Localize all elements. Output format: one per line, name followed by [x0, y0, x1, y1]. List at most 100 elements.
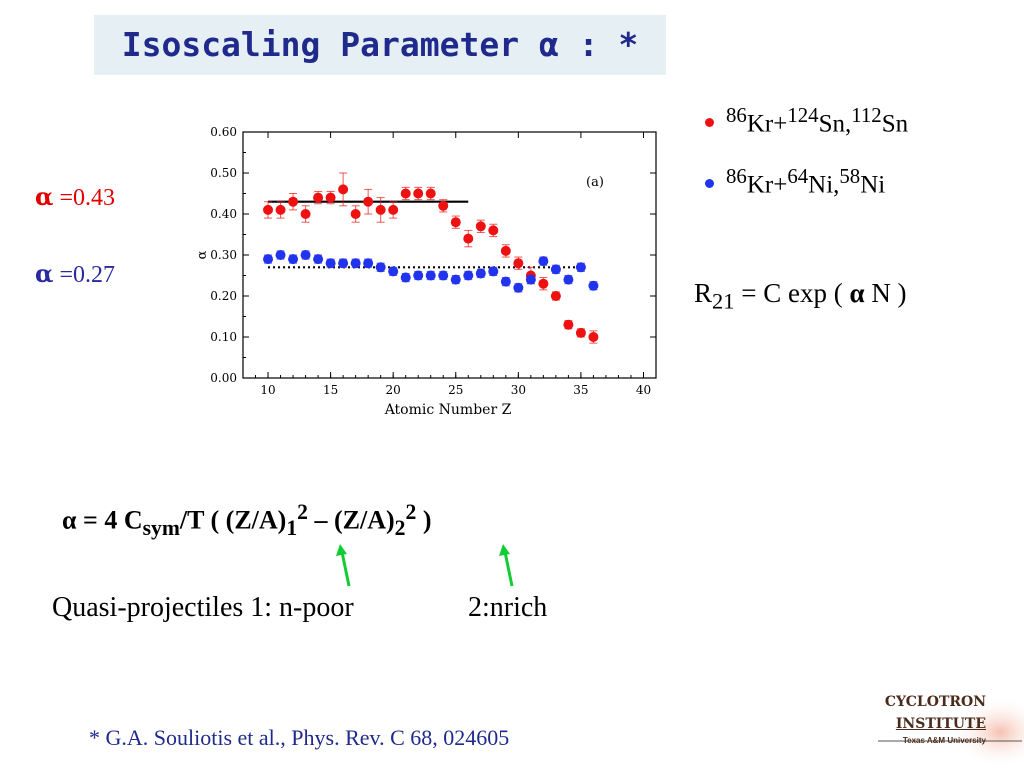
data-point-blue: [425, 270, 436, 281]
data-point-red: [438, 200, 449, 211]
y-axis-label: α: [195, 250, 210, 259]
data-marks: [263, 172, 599, 344]
legend-text: Kr+: [746, 171, 788, 199]
slide-title: Isoscaling Parameter α : *: [121, 25, 639, 64]
x-tick-label: 20: [386, 383, 401, 397]
data-point-blue: [463, 270, 474, 281]
formula-text: (Z/A): [333, 505, 395, 535]
data-point-blue: [263, 254, 274, 265]
data-point-red: [550, 291, 561, 301]
data-point-red: [338, 184, 349, 195]
x-tick-label: 40: [636, 383, 651, 397]
data-point-blue: [413, 270, 424, 281]
data-point-red: [400, 188, 411, 199]
y-tick-label: 0.20: [210, 289, 237, 303]
legend-text: Sn: [881, 110, 909, 138]
alpha-symbol: α: [35, 259, 54, 288]
panel-label: (a): [586, 175, 604, 190]
legend-sup: 64: [787, 164, 809, 188]
alpha-red-value: α =0.43: [35, 182, 115, 212]
x-tick-label: 10: [260, 383, 275, 397]
legend-sup: 124: [787, 103, 819, 127]
data-point-red: [375, 204, 386, 215]
data-point-blue: [550, 264, 561, 275]
data-point-red: [313, 192, 324, 203]
data-point-red: [563, 319, 574, 330]
data-point-red: [388, 204, 399, 215]
alpha-formula: α = 4 Csym/T ( (Z/A)12 – (Z/A)22 ): [62, 500, 431, 541]
data-point-blue: [538, 256, 549, 267]
data-point-blue: [388, 266, 399, 277]
data-point-red: [513, 258, 524, 269]
data-point-blue: [438, 270, 449, 281]
formula-text: α = 4 C: [62, 505, 143, 535]
y-tick-label: 0.50: [210, 166, 237, 180]
data-point-blue: [488, 266, 499, 277]
data-point-red: [325, 192, 336, 203]
formula-sub: 2: [394, 515, 406, 540]
formula-text: –: [307, 505, 334, 535]
legend-sup: 58: [839, 164, 861, 188]
data-point-red: [475, 221, 486, 232]
quasi-projectiles-label: Quasi-projectiles 1: n-poor: [52, 592, 354, 623]
data-point-blue: [575, 262, 586, 273]
data-point-blue: [588, 280, 599, 291]
x-axis-label: Atomic Number Z: [384, 402, 512, 418]
data-point-blue: [363, 258, 374, 269]
legend-text: Kr+: [746, 110, 788, 138]
x-tick-label: 30: [511, 383, 526, 397]
title-banner: Isoscaling Parameter α : *: [94, 15, 666, 75]
arrow-1-icon: [336, 544, 351, 587]
data-point-blue: [450, 274, 461, 285]
formula-sub: sym: [142, 515, 180, 540]
data-point-blue: [338, 258, 349, 269]
logo-line-3: Texas A&M University: [902, 736, 986, 745]
y-tick-label: 0.10: [210, 330, 237, 344]
data-point-blue: [400, 272, 411, 283]
data-point-blue: [513, 282, 524, 293]
alpha-red-number: =0.43: [59, 185, 116, 211]
cyclotron-institute-logo: CYCLOTRON INSTITUTE Texas A&M University: [876, 688, 1024, 768]
formula-alpha: α: [849, 278, 865, 308]
alpha-blue-value: α =0.27: [35, 259, 115, 289]
data-point-blue: [275, 250, 286, 260]
data-point-blue: [300, 250, 311, 260]
data-point-blue: [350, 258, 361, 269]
data-point-red: [450, 217, 461, 228]
data-point-blue: [313, 254, 324, 265]
formula-text: /T ( (Z/A): [179, 505, 287, 535]
alpha-symbol: α: [35, 182, 54, 211]
legend-text: Sn,: [818, 110, 852, 138]
y-tick-label: 0.30: [210, 248, 237, 262]
formula-text: = C exp (: [734, 278, 850, 308]
data-point-blue: [500, 276, 511, 287]
legend-blue-marker: [705, 179, 714, 189]
y-tick-label: 0.60: [210, 125, 237, 139]
data-point-red: [488, 225, 499, 236]
formula-text: R: [694, 278, 713, 308]
formula-sub: 1: [286, 515, 298, 540]
logo-glow: [878, 688, 1024, 768]
data-point-red: [300, 209, 311, 219]
y-tick-label: 0.40: [210, 207, 237, 221]
x-tick-label: 15: [323, 383, 338, 397]
data-point-blue: [325, 258, 336, 269]
formula-sup: 2: [405, 500, 417, 524]
logo-line-2: INSTITUTE: [895, 716, 986, 732]
x-tick-label: 35: [573, 383, 588, 397]
formula-sub: 21: [712, 288, 735, 314]
y-tick-label: 0.00: [210, 371, 237, 385]
legend-item-red: 86Kr+124Sn,112Sn: [705, 103, 908, 138]
legend-sup: 86: [726, 164, 747, 188]
data-point-blue: [475, 268, 486, 279]
legend-sup: 112: [851, 103, 882, 127]
data-point-blue: [288, 254, 299, 265]
data-point-blue: [375, 262, 386, 273]
data-point-blue: [525, 274, 536, 285]
data-point-red: [288, 196, 299, 207]
legend-item-blue: 86Kr+64Ni,58Ni: [705, 164, 885, 199]
data-point-red: [538, 278, 549, 289]
data-point-red: [588, 332, 599, 342]
logo-line-1: CYCLOTRON: [884, 694, 986, 710]
data-point-red: [350, 209, 361, 219]
